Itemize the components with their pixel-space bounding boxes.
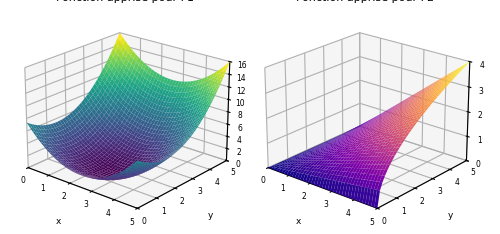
Title: Fonction apprise pour F1: Fonction apprise pour F1	[56, 0, 194, 4]
Y-axis label: y: y	[208, 211, 212, 220]
X-axis label: x: x	[56, 217, 61, 226]
X-axis label: x: x	[296, 217, 301, 226]
Y-axis label: y: y	[448, 211, 452, 220]
Title: Fonction apprise pour F2: Fonction apprise pour F2	[296, 0, 434, 4]
